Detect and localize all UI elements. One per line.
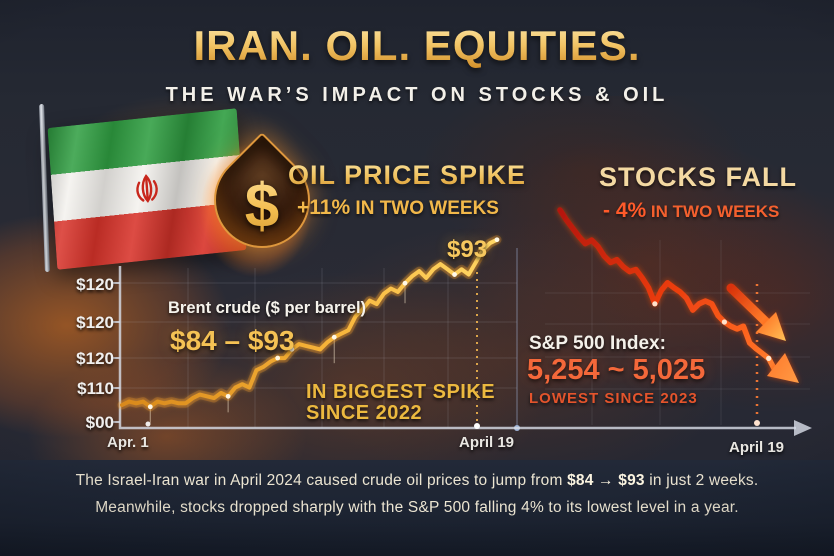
- brent-series-label: Brent crude ($ per barrel): [168, 299, 367, 317]
- sp500-label: S&P 500 Index:: [529, 333, 666, 354]
- sp500-line-arrowhead-icon: [767, 353, 799, 383]
- brent-droplines: [149, 283, 406, 423]
- stocks-fall-heading: STOCKS FALL: [599, 162, 798, 192]
- footer-line1-bold: $84 → $93: [567, 472, 645, 489]
- stocks-fall-change: - 4% IN TWO WEEKS: [603, 199, 779, 223]
- footer-text-line1: The Israel-Iran war in April 2024 caused…: [0, 472, 834, 490]
- oil-change-percent: +11%: [297, 196, 351, 219]
- axis-arrow-icon: [794, 420, 812, 436]
- spike-annotation-line1: IN BIGGEST SPIKE: [306, 381, 496, 403]
- subheadline: THE WAR’S IMPACT ON STOCKS & OIL: [165, 84, 669, 106]
- oil-spike-change: +11% IN TWO WEEKS: [297, 196, 499, 220]
- oil-axis-dot: [474, 423, 480, 429]
- brent-line-chart: [120, 237, 499, 409]
- stocks-change-percent: - 4%: [603, 199, 647, 222]
- y-axis-label: $120: [76, 349, 114, 368]
- sp500-line-chart: [557, 207, 778, 374]
- y-axis-label: $120: [76, 275, 114, 294]
- start-axis-dot: [145, 421, 151, 427]
- stocks-x-axis-label: April 19: [729, 439, 785, 456]
- brent-range-value: $84 – $93: [170, 325, 295, 356]
- peak-value-label: $93: [447, 236, 488, 263]
- dollar-sign-icon: $: [214, 158, 310, 254]
- footer-line1-post: in just 2 weeks.: [644, 472, 759, 489]
- sp500-lowest-label: LOWEST SINCE 2023: [529, 390, 698, 407]
- footer-text-line2: Meanwhile, stocks dropped sharply with t…: [95, 499, 739, 516]
- stocks-axis-dot: [754, 420, 760, 426]
- stocks-change-period: IN TWO WEEKS: [650, 202, 780, 221]
- footer-line1-pre: The Israel-Iran war in April 2024 caused…: [75, 472, 568, 489]
- y-axis-label: $00: [85, 413, 114, 432]
- spike-annotation: IN BIGGEST SPIKE SINCE 2022: [306, 382, 495, 424]
- y-axis-ticks: [111, 282, 120, 423]
- oil-spike-heading: OIL PRICE SPIKE: [288, 160, 527, 190]
- oil-change-period: IN TWO WEEKS: [355, 198, 499, 219]
- sp500-range-value: 5,254 ~ 5,025: [527, 354, 706, 386]
- footer-band: [0, 460, 834, 556]
- headline: IRAN. OIL. EQUITIES.: [0, 22, 834, 70]
- decline-arrow-shaft: [726, 283, 771, 327]
- spike-annotation-line2: SINCE 2022: [306, 402, 423, 424]
- iran-flag: [47, 108, 247, 270]
- axis-baseline: [118, 266, 796, 430]
- y-axis-label: $110: [77, 379, 114, 398]
- y-axis-label: $120: [76, 313, 114, 332]
- x-axis-label-end: April 19: [459, 434, 515, 451]
- decline-arrow-icon: [756, 312, 786, 341]
- flag-emblem-icon: [136, 174, 158, 203]
- brent-data-dots: [147, 237, 500, 410]
- sp500-data-dots: [652, 301, 772, 361]
- x-axis-label-start: Apr. 1: [107, 434, 149, 451]
